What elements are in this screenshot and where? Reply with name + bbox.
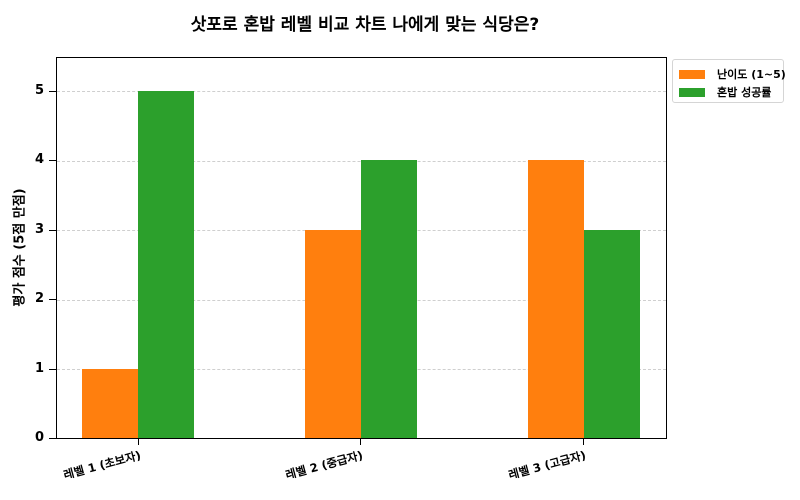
legend-label: 난이도 (1~5): [717, 68, 786, 81]
legend: 난이도 (1~5) 혼밥 성공률: [672, 59, 786, 103]
legend-item-difficulty: 난이도 (1~5): [679, 67, 786, 81]
bar-success-level-2: [361, 160, 417, 438]
y-tick-5: [49, 91, 56, 92]
y-tick-label: 2: [34, 291, 44, 306]
y-tick-label: 3: [34, 222, 44, 237]
bar-success-level-3: [584, 230, 640, 438]
y-tick-label: 4: [34, 152, 44, 167]
legend-item-success: 혼밥 성공률: [679, 85, 771, 99]
y-tick-label: 5: [34, 83, 44, 98]
x-tick-label: 레벨 3 (고급자): [506, 447, 587, 483]
y-tick-3: [49, 230, 56, 231]
legend-swatch-green: [679, 87, 705, 97]
x-tick-label: 레벨 2 (중급자): [283, 447, 364, 483]
y-tick-label: 1: [34, 361, 44, 376]
legend-swatch-orange: [679, 69, 705, 79]
bar-difficulty-level-1: [82, 369, 138, 438]
x-tick-1: [138, 439, 139, 445]
bar-success-level-1: [138, 91, 194, 438]
y-tick-2: [49, 299, 56, 300]
bar-difficulty-level-2: [305, 230, 361, 438]
chart-title: 삿포로 혼밥 레벨 비교 차트 나에게 맞는 식당은?: [190, 15, 540, 35]
bar-difficulty-level-3: [528, 160, 584, 438]
x-tick-label: 레벨 1 (초보자): [61, 447, 142, 483]
y-tick-1: [49, 369, 56, 370]
y-tick-0: [49, 438, 56, 439]
y-tick-4: [49, 160, 56, 161]
plot-area: [56, 57, 667, 439]
gridline-5: [57, 91, 666, 92]
x-tick-2: [360, 439, 361, 445]
x-tick-3: [583, 439, 584, 445]
legend-label: 혼밥 성공률: [717, 86, 772, 99]
y-tick-label: 0: [34, 430, 44, 445]
